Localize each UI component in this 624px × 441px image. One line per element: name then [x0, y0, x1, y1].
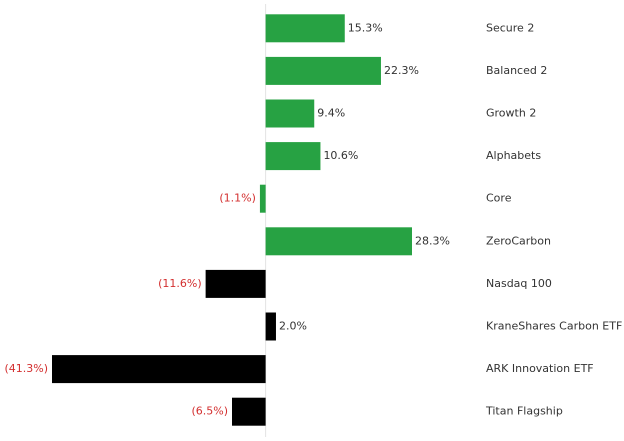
category-label: Titan Flagship	[485, 405, 563, 418]
value-label: (11.6%)	[158, 277, 202, 290]
category-label: Core	[486, 192, 512, 205]
value-label: (1.1%)	[219, 192, 256, 205]
bar	[259, 184, 266, 213]
bar	[265, 14, 345, 43]
value-label: 2.0%	[279, 320, 307, 333]
bar	[265, 142, 321, 171]
bar	[232, 397, 266, 426]
bar	[265, 56, 381, 85]
bar	[205, 269, 266, 298]
category-label: Alphabets	[486, 149, 541, 162]
category-label: Secure 2	[486, 21, 534, 34]
value-label: 10.6%	[323, 149, 358, 162]
category-label: Balanced 2	[486, 64, 547, 77]
bar	[52, 355, 266, 384]
value-label: 9.4%	[317, 107, 345, 120]
value-label: (6.5%)	[191, 405, 228, 418]
value-label: 22.3%	[384, 64, 419, 77]
category-label: KraneShares Carbon ETF	[486, 320, 622, 333]
bar	[265, 99, 315, 128]
category-label: ARK Innovation ETF	[486, 362, 594, 375]
value-label: 28.3%	[415, 234, 450, 247]
bar	[265, 227, 412, 256]
bar	[265, 312, 276, 341]
category-label: Growth 2	[486, 107, 536, 120]
value-label: 15.3%	[348, 21, 383, 34]
category-label: Nasdaq 100	[486, 277, 552, 290]
category-label: ZeroCarbon	[486, 234, 551, 247]
value-label: (41.3%)	[4, 362, 48, 375]
